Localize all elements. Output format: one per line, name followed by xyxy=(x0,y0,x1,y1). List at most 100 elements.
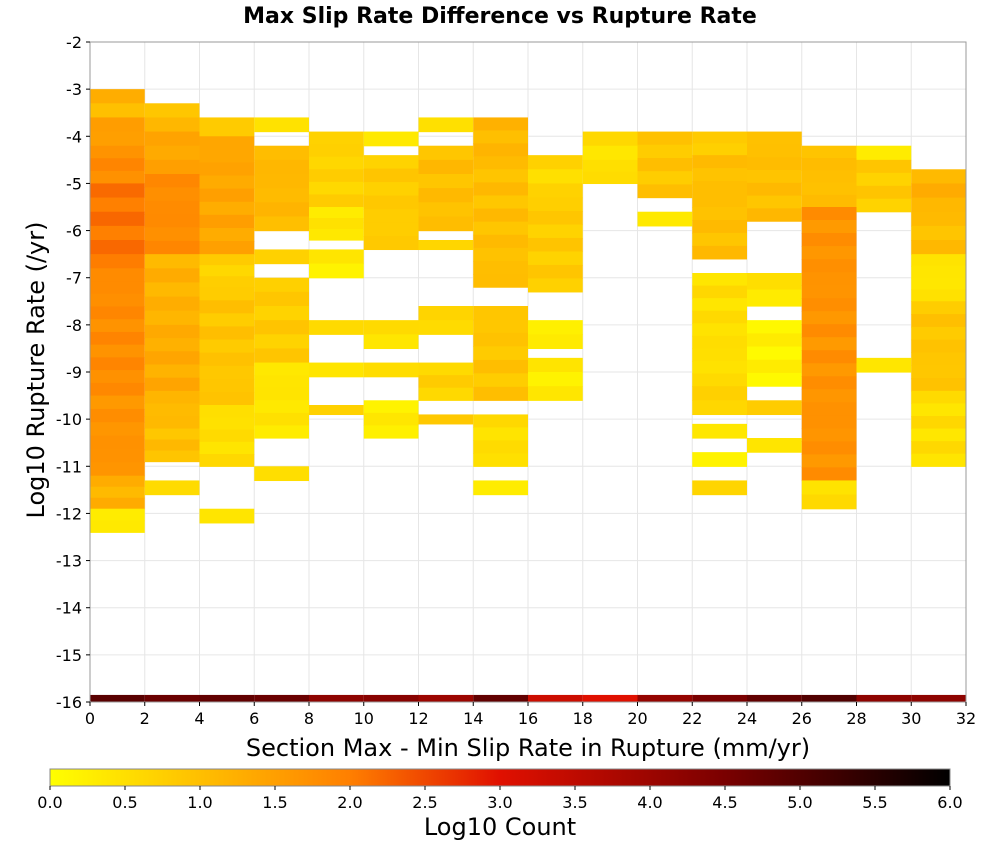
heatmap-cell xyxy=(144,117,200,133)
heatmap-cell xyxy=(90,293,145,308)
heatmap-cell xyxy=(473,306,528,321)
heatmap-cell xyxy=(473,130,528,144)
colorbar-tick-label: 4.5 xyxy=(712,793,737,812)
count-row-cell xyxy=(254,694,309,702)
heatmap-cell xyxy=(747,438,802,453)
heatmap-cell xyxy=(144,227,200,242)
heatmap-cell xyxy=(144,403,200,417)
heatmap-cell xyxy=(199,454,255,467)
heatmap-cell xyxy=(418,188,474,203)
heatmap-cell xyxy=(911,314,966,328)
x-tick-label: 4 xyxy=(194,709,204,728)
y-axis-title: Log10 Rupture Rate (/yr) xyxy=(22,222,50,519)
heatmap-cell xyxy=(801,389,857,403)
heatmap-cell xyxy=(473,427,528,441)
heatmap-cell xyxy=(473,260,528,275)
heatmap-cell xyxy=(801,480,857,496)
heatmap-cell xyxy=(363,222,419,237)
y-tick-label: -15 xyxy=(56,646,82,665)
heatmap-cell xyxy=(363,334,419,350)
x-tick-label: 2 xyxy=(140,709,150,728)
heatmap-cell xyxy=(309,156,364,170)
x-tick-label: 8 xyxy=(304,709,314,728)
heatmap-cell xyxy=(254,466,309,482)
heatmap-cell xyxy=(363,320,419,335)
heatmap-cell xyxy=(144,416,200,430)
heatmap-cells xyxy=(90,89,966,702)
heatmap-cell xyxy=(528,169,583,185)
heatmap-cell xyxy=(90,520,145,533)
heatmap-cell xyxy=(801,233,857,247)
heatmap-cell xyxy=(801,350,857,364)
heatmap-cell xyxy=(309,405,364,416)
heatmap-cell xyxy=(801,428,857,442)
heatmap-cell xyxy=(528,251,583,266)
heatmap-cell xyxy=(144,131,200,147)
heatmap-cell xyxy=(473,234,528,249)
heatmap-cell xyxy=(144,351,200,366)
heatmap-cell xyxy=(473,221,528,236)
heatmap-cell xyxy=(90,89,145,104)
heatmap-cell xyxy=(254,412,309,427)
heatmap-cell xyxy=(801,182,857,196)
count-row-cell xyxy=(692,694,747,702)
colorbar-tick-label: 2.5 xyxy=(412,793,437,812)
heatmap-cell xyxy=(801,494,857,510)
x-tick-label: 24 xyxy=(737,709,757,728)
y-tick-label: -11 xyxy=(56,457,82,476)
heatmap-cell xyxy=(363,425,419,439)
x-tick-label: 22 xyxy=(682,709,702,728)
y-tick-label: -14 xyxy=(56,599,82,618)
heatmap-cell xyxy=(911,197,966,213)
heatmap-cell xyxy=(911,365,966,379)
heatmap-cell xyxy=(90,117,145,133)
heatmap-cell xyxy=(473,117,528,131)
heatmap-cell xyxy=(692,361,747,375)
heatmap-cell xyxy=(144,159,200,175)
heatmap-cell xyxy=(254,375,309,389)
heatmap-cell xyxy=(801,298,857,312)
x-tick-label: 14 xyxy=(463,709,483,728)
heatmap-cell xyxy=(582,145,638,161)
heatmap-cell xyxy=(90,508,145,522)
x-tick-label: 28 xyxy=(846,709,866,728)
heatmap-cell xyxy=(90,408,145,423)
heatmap-cell xyxy=(911,277,966,291)
heatmap-cell xyxy=(199,188,255,203)
x-axis-title: Section Max - Min Slip Rate in Rupture (… xyxy=(246,734,810,762)
heatmap-cell xyxy=(911,339,966,354)
heatmap-cell xyxy=(418,387,474,401)
heatmap-cell xyxy=(90,103,145,119)
count-row-cell xyxy=(637,694,693,702)
heatmap-cell xyxy=(911,403,966,417)
heatmap-cell xyxy=(418,375,474,389)
heatmap-cell xyxy=(199,326,255,341)
heatmap-cell xyxy=(199,117,255,137)
heatmap-cell xyxy=(309,144,364,158)
heatmap-cell xyxy=(144,282,200,298)
x-tick-label: 30 xyxy=(901,709,921,728)
heatmap-cell xyxy=(692,310,747,324)
heatmap-cell xyxy=(199,214,255,229)
heatmap-cell xyxy=(473,414,528,428)
heatmap-cell xyxy=(473,182,528,197)
heatmap-cell xyxy=(911,378,966,392)
heatmap-cell xyxy=(90,449,145,463)
heatmap-cell xyxy=(418,414,474,425)
y-tick-label: -16 xyxy=(56,693,82,712)
heatmap-cell xyxy=(90,225,145,241)
heatmap-cell xyxy=(309,218,364,230)
heatmap-cell xyxy=(144,450,200,463)
heatmap-cell xyxy=(692,452,747,467)
heatmap-cell xyxy=(911,240,966,255)
x-tick-label: 0 xyxy=(85,709,95,728)
x-tick-label: 10 xyxy=(354,709,374,728)
heatmap-cell xyxy=(90,357,145,371)
colorbar-tick-label: 0.5 xyxy=(112,793,137,812)
heatmap-cell xyxy=(418,202,474,218)
heatmap-cell xyxy=(747,169,802,184)
heatmap-cell xyxy=(254,188,309,203)
heatmap-cell xyxy=(254,306,309,321)
heatmap-cell xyxy=(363,155,419,170)
heatmap-cell xyxy=(473,480,528,496)
